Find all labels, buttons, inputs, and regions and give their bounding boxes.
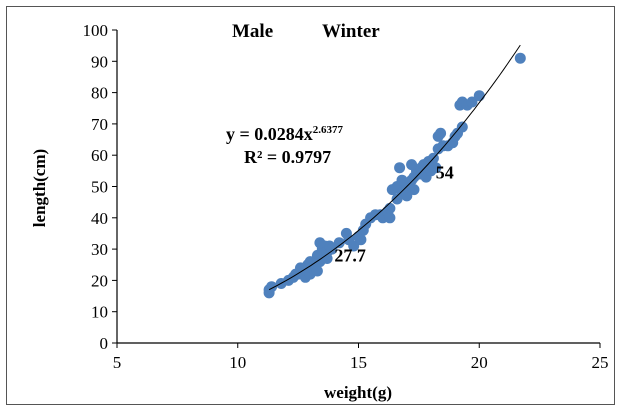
y-tick-label: 100 <box>83 21 109 40</box>
y-tick-label: 30 <box>91 240 108 259</box>
data-point <box>514 52 526 64</box>
data-point <box>311 265 323 277</box>
data-point <box>466 96 478 108</box>
data-point <box>408 184 420 196</box>
chart-frame <box>6 6 615 405</box>
y-tick-label: 0 <box>100 334 109 353</box>
x-tick-label: 25 <box>592 353 609 372</box>
y-tick-label: 70 <box>91 115 108 134</box>
x-axis: 5 10 15 20 25 <box>113 342 609 372</box>
data-point <box>473 90 485 102</box>
y-tick-label: 90 <box>91 52 108 71</box>
data-point <box>394 162 406 174</box>
y-axis: 0 10 20 30 40 50 60 70 80 90 100 <box>83 21 118 353</box>
data-point <box>321 253 333 264</box>
x-axis-label: weight(g) <box>324 383 392 402</box>
data-point <box>355 234 367 246</box>
y-tick-label: 40 <box>91 209 108 228</box>
chart-title-left: Male <box>232 21 273 42</box>
data-point <box>435 127 447 139</box>
data-point <box>266 281 278 293</box>
data-point <box>326 243 338 255</box>
y-tick-label: 60 <box>91 146 108 165</box>
x-tick-label: 15 <box>350 353 367 372</box>
annotation-label: 54 <box>436 163 454 183</box>
data-point <box>384 212 396 224</box>
data-point <box>406 159 418 171</box>
data-point <box>401 190 413 202</box>
data-point <box>290 268 302 280</box>
data-point <box>425 165 437 177</box>
y-tick-label: 80 <box>91 84 108 103</box>
data-point <box>456 121 468 133</box>
power-trendline <box>268 44 521 291</box>
data-point <box>343 234 355 246</box>
data-point <box>415 168 427 180</box>
x-tick-label: 5 <box>113 353 122 372</box>
trendline-r-squared: R² = 0.9797 <box>244 147 331 167</box>
data-point <box>384 202 396 214</box>
x-tick-label: 20 <box>471 353 488 372</box>
data-point <box>333 237 345 249</box>
trendline-equation: y = 0.0284x2.6377 <box>226 124 344 144</box>
data-point <box>396 174 408 186</box>
y-tick-label: 10 <box>91 303 108 322</box>
y-axis-label: length(cm) <box>30 149 49 227</box>
data-point <box>314 237 326 249</box>
y-tick-label: 20 <box>91 271 108 290</box>
x-tick-label: 10 <box>229 353 246 372</box>
annotation-label: 27.7 <box>334 246 366 266</box>
annotations: 54 27.7 <box>334 163 453 266</box>
y-tick-label: 50 <box>91 178 108 197</box>
chart-title-right: Winter <box>322 21 380 42</box>
